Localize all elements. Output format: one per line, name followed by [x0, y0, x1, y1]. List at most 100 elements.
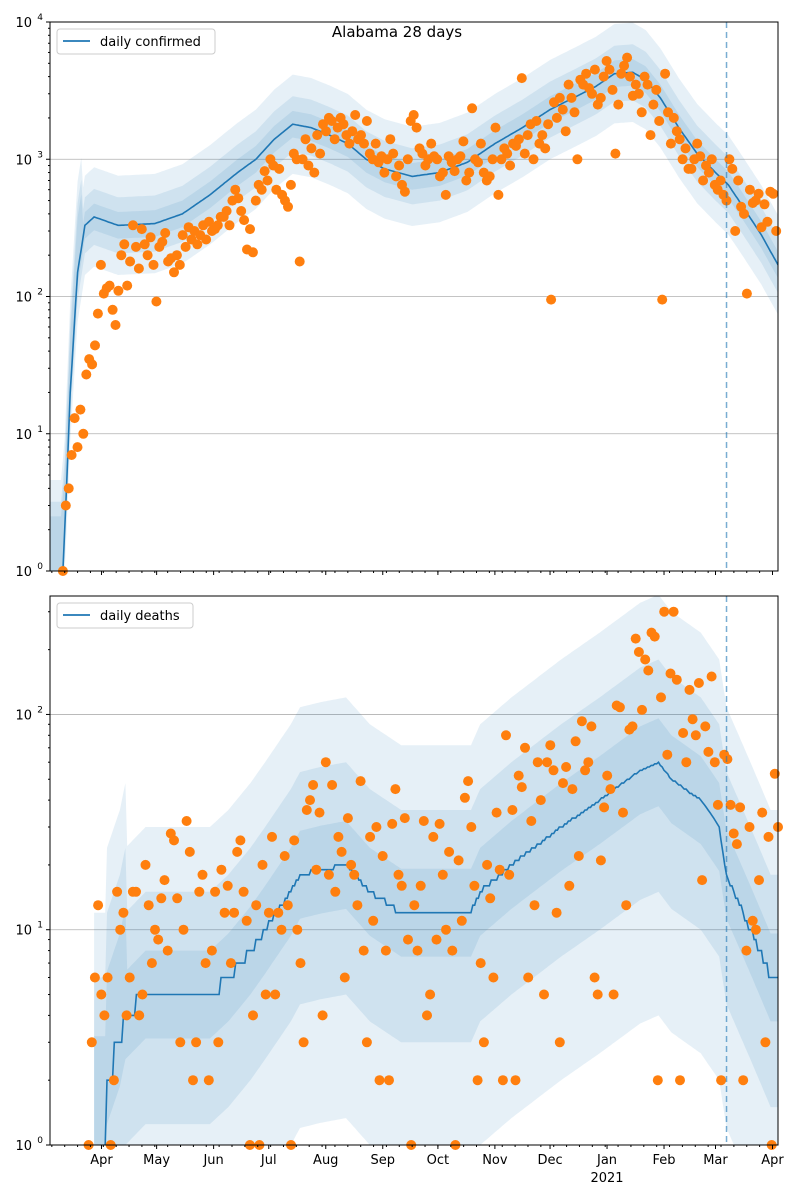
- observed-point: [191, 1037, 202, 1048]
- observed-point: [491, 807, 502, 818]
- y-tick-exponent: 1: [37, 425, 43, 435]
- observed-point: [153, 934, 164, 945]
- observed-point: [566, 92, 577, 103]
- observed-point: [560, 126, 571, 137]
- observed-point: [643, 665, 654, 676]
- observed-point: [747, 915, 758, 926]
- observed-point: [285, 179, 296, 190]
- observed-point: [368, 915, 379, 926]
- observed-point: [649, 631, 660, 642]
- observed-point: [148, 259, 159, 270]
- observed-point: [490, 122, 501, 133]
- observed-point: [662, 749, 673, 760]
- observed-point: [677, 154, 688, 165]
- observed-point: [108, 1075, 119, 1086]
- observed-point: [104, 280, 115, 291]
- observed-point: [394, 160, 405, 171]
- observed-point: [312, 130, 323, 141]
- observed-point: [236, 206, 247, 216]
- observed-point: [678, 728, 689, 738]
- observed-point: [200, 958, 211, 969]
- observed-point: [181, 816, 192, 826]
- y-tick-exponent: 0: [37, 562, 43, 572]
- observed-point: [125, 256, 136, 267]
- observed-point: [478, 1037, 489, 1048]
- observed-point: [197, 869, 208, 880]
- observed-point: [572, 154, 583, 165]
- observed-point: [686, 163, 697, 174]
- observed-point: [738, 1075, 749, 1086]
- observed-point: [295, 958, 306, 969]
- observed-point: [206, 945, 217, 956]
- y-tick-base: 10: [15, 153, 32, 168]
- observed-point: [194, 886, 205, 897]
- observed-point: [238, 886, 249, 897]
- observed-point: [230, 184, 241, 195]
- observed-point: [317, 1010, 328, 1021]
- observed-point: [359, 138, 369, 149]
- observed-point: [608, 989, 619, 1000]
- observed-point: [169, 835, 179, 846]
- observed-point: [300, 134, 311, 145]
- observed-point: [63, 483, 74, 494]
- y-tick-base: 10: [15, 565, 32, 580]
- observed-point: [279, 851, 290, 861]
- observed-point: [425, 989, 436, 1000]
- observed-point: [131, 241, 141, 252]
- observed-point: [703, 167, 714, 178]
- x-tick-label: Jan: [596, 1153, 617, 1168]
- observed-point: [616, 68, 627, 79]
- observed-point: [128, 220, 138, 231]
- legend-box: [56, 602, 194, 629]
- observed-point: [630, 633, 641, 644]
- observed-point: [95, 259, 106, 270]
- observed-point: [274, 163, 285, 174]
- observed-point: [488, 972, 499, 983]
- observed-point: [210, 886, 221, 897]
- observed-point: [750, 924, 761, 935]
- observed-point: [273, 907, 284, 918]
- observed-point: [294, 256, 305, 267]
- observed-point: [216, 864, 227, 875]
- observed-point: [586, 721, 597, 732]
- observed-point: [361, 116, 372, 126]
- observed-point: [326, 116, 337, 126]
- observed-point: [554, 92, 565, 103]
- observed-point: [598, 71, 609, 82]
- observed-point: [595, 92, 606, 103]
- observed-point: [693, 678, 704, 688]
- observed-point: [160, 228, 171, 238]
- observed-point: [485, 893, 496, 904]
- observed-point: [232, 846, 243, 857]
- observed-point: [569, 107, 580, 118]
- observed-point: [769, 768, 780, 779]
- observed-point: [680, 143, 691, 154]
- observed-point: [697, 875, 708, 886]
- observed-point: [627, 721, 638, 732]
- observed-point: [727, 163, 738, 174]
- observed-point: [473, 157, 483, 168]
- observed-point: [698, 175, 709, 186]
- y-tick-exponent: 0: [37, 1136, 43, 1146]
- observed-point: [162, 945, 173, 956]
- observed-point: [276, 924, 287, 935]
- observed-point: [601, 56, 612, 66]
- observed-point: [721, 195, 732, 206]
- observed-point: [762, 216, 773, 227]
- observed-point: [409, 900, 420, 911]
- observed-point: [437, 167, 448, 178]
- observed-point: [455, 151, 466, 162]
- observed-point: [303, 160, 314, 171]
- observed-point: [725, 799, 736, 810]
- observed-point: [365, 831, 376, 842]
- observed-point: [558, 778, 568, 789]
- y-tick-base: 10: [15, 924, 32, 939]
- observed-point: [315, 148, 326, 159]
- observed-point: [122, 280, 133, 291]
- observed-point: [652, 1075, 663, 1086]
- observed-point: [150, 924, 160, 935]
- observed-point: [107, 304, 118, 315]
- observed-point: [583, 757, 594, 768]
- observed-point: [180, 241, 191, 252]
